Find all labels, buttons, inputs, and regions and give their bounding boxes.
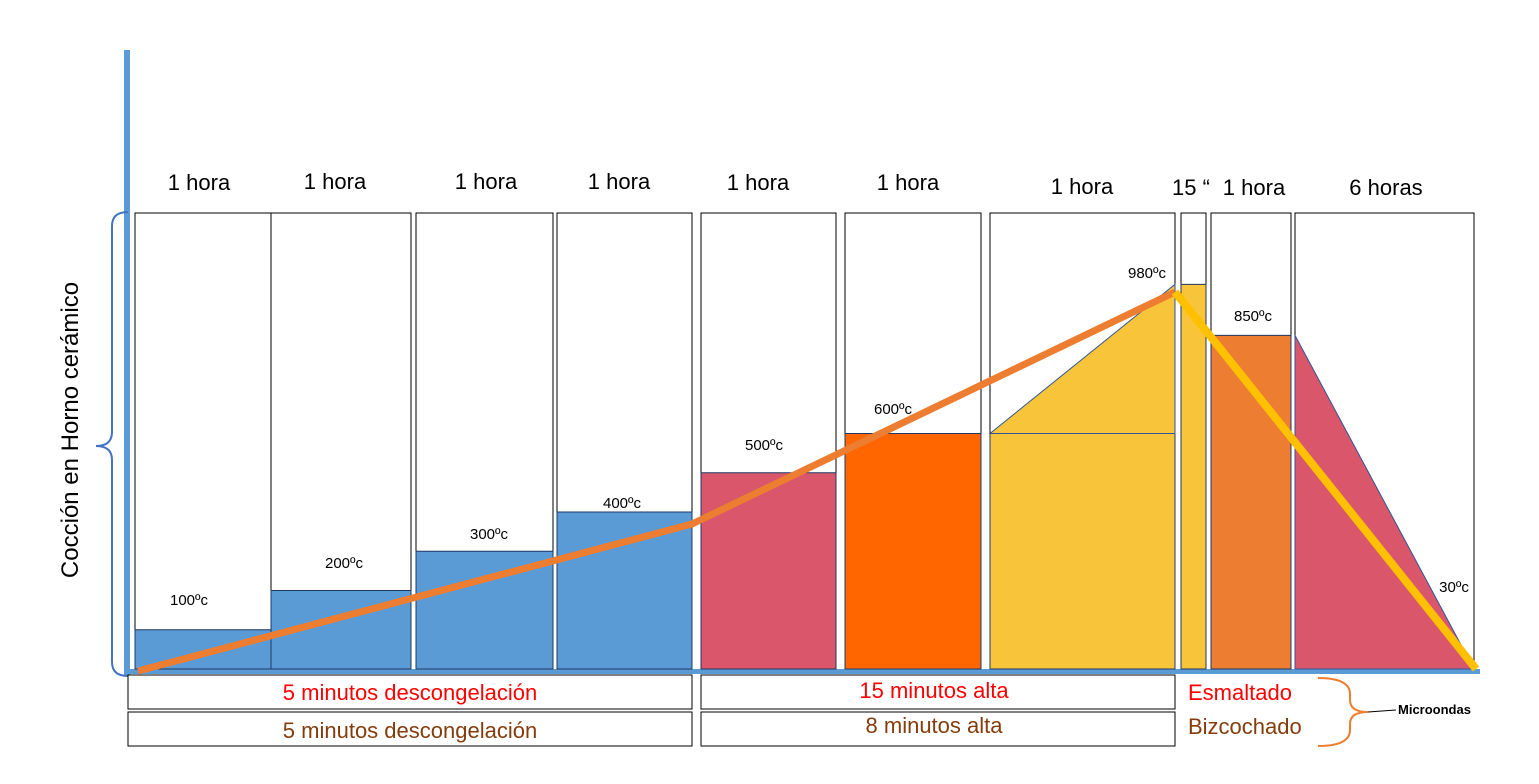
bizcochado-label: Bizcochado bbox=[1188, 714, 1302, 739]
heating-line bbox=[137, 288, 1177, 675]
duration-label: 1 hora bbox=[168, 170, 231, 195]
duration-label: 15 “ bbox=[1172, 175, 1210, 200]
duration-label: 1 hora bbox=[877, 170, 940, 195]
segment-fill bbox=[989, 433, 1176, 670]
segment-fill bbox=[415, 550, 554, 670]
microondas-brace bbox=[1317, 677, 1369, 747]
temperature-label: 980ºc bbox=[1128, 265, 1167, 282]
temperature-label: 300ºc bbox=[470, 526, 509, 543]
segment-fill bbox=[844, 433, 982, 670]
temperature-label: 30ºc bbox=[1439, 579, 1469, 596]
row-esmaltado-left-text: 5 minutos descongelación bbox=[283, 680, 537, 705]
lines-group bbox=[137, 288, 1480, 675]
row-bizcochado-left-text: 5 minutos descongelación bbox=[283, 718, 537, 743]
microondas-connector bbox=[1367, 709, 1397, 713]
temperature-label: 100ºc bbox=[170, 592, 209, 609]
segment-frame bbox=[134, 212, 272, 670]
row-esmaltado-left-box bbox=[127, 674, 693, 710]
row-bizcochado-middle-box bbox=[700, 711, 1176, 747]
x-axis bbox=[124, 669, 1480, 674]
y-axis-label: Cocción en Horno cerámico bbox=[57, 282, 84, 578]
fills-group bbox=[134, 283, 1475, 670]
duration-label: 1 hora bbox=[1223, 175, 1286, 200]
left-brace bbox=[95, 211, 129, 677]
labels-group: 1 hora 100ºc 1 hora 200ºc 1 hora 300ºc 1 hora 4… bbox=[168, 169, 1470, 609]
temperature-label: 400ºc bbox=[603, 495, 642, 512]
segment-fill bbox=[556, 511, 693, 670]
row-bizcochado-middle-text: 8 minutos alta bbox=[866, 713, 1004, 738]
esmaltado-label: Esmaltado bbox=[1188, 680, 1292, 705]
temperature-label: 850ºc bbox=[1234, 308, 1273, 325]
duration-label: 1 hora bbox=[455, 169, 518, 194]
duration-label: 1 hora bbox=[304, 169, 367, 194]
cooling-line bbox=[1171, 289, 1480, 672]
y-axis bbox=[124, 50, 130, 676]
duration-label: 6 horas bbox=[1349, 175, 1422, 200]
segment-fill-cooling bbox=[1294, 335, 1475, 670]
temperature-label: 600ºc bbox=[874, 401, 913, 418]
row-esmaltado-middle-box bbox=[700, 674, 1176, 710]
temperature-label: 200ºc bbox=[325, 555, 364, 572]
duration-label: 1 hora bbox=[727, 170, 790, 195]
duration-label: 1 hora bbox=[588, 169, 651, 194]
duration-label: 1 hora bbox=[1051, 174, 1114, 199]
microondas-label: Microondas bbox=[1398, 702, 1471, 717]
segment-fill-ramp bbox=[988, 283, 1176, 434]
segment-fill bbox=[1180, 283, 1207, 670]
segment-fill bbox=[700, 472, 837, 670]
row-esmaltado-middle-text: 15 minutos alta bbox=[859, 678, 1009, 703]
row-bizcochado-left-box bbox=[127, 711, 693, 747]
temperature-label: 500ºc bbox=[745, 437, 784, 454]
